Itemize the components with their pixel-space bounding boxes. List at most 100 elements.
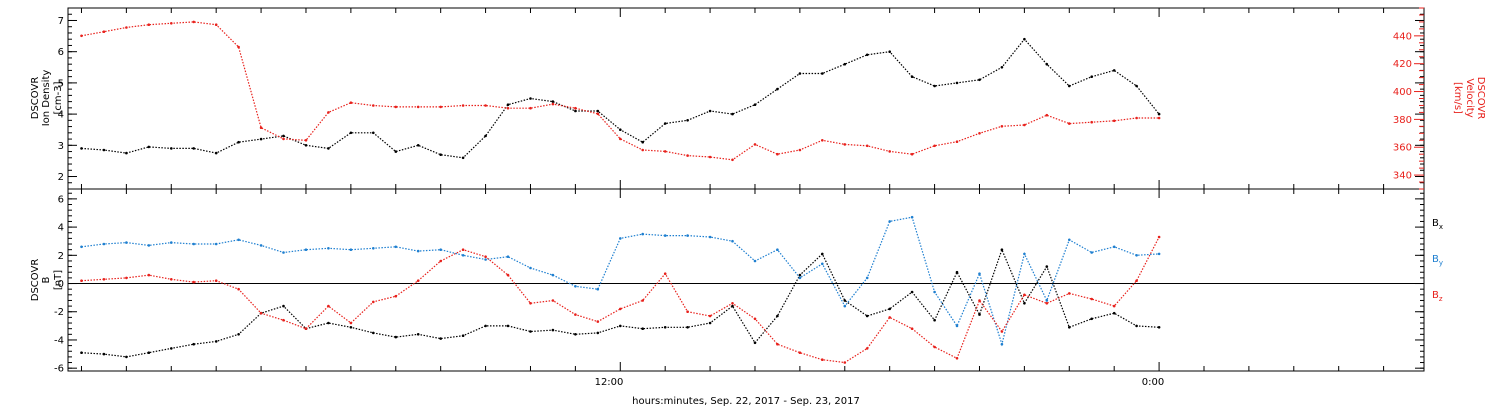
data-point (619, 324, 622, 328)
data-point (910, 215, 914, 219)
data-point (843, 143, 847, 146)
data-point (978, 299, 981, 302)
data-point (910, 152, 914, 156)
data-point (1000, 125, 1004, 128)
y-tick-label: -4 (54, 335, 64, 346)
data-point (1157, 252, 1161, 256)
data-point (865, 53, 869, 57)
data-point (529, 302, 532, 305)
data-point (102, 352, 106, 356)
data-point (708, 314, 712, 318)
data-point (102, 242, 106, 246)
data-point (1045, 113, 1049, 117)
data-point (708, 235, 712, 239)
data-point (551, 102, 555, 106)
data-point (1068, 292, 1071, 295)
data-point (686, 234, 689, 237)
data-point (596, 287, 600, 291)
data-point (192, 342, 195, 346)
data-point (439, 259, 443, 263)
data-point (798, 72, 802, 75)
data-point (484, 324, 487, 328)
data-point (933, 318, 936, 322)
data-point (484, 255, 487, 258)
data-point (955, 324, 959, 328)
density-ylabel-line2: Ion Density (41, 70, 52, 127)
legend-bx: Bx (1432, 218, 1443, 231)
data-point (102, 278, 106, 281)
data-point (910, 75, 914, 78)
data-point (1068, 238, 1071, 242)
data-point (731, 239, 734, 243)
legend-by: By (1432, 254, 1443, 267)
data-point (1068, 122, 1071, 125)
data-point (1135, 279, 1138, 283)
data-point (551, 100, 555, 103)
data-point (1157, 326, 1161, 329)
data-point (686, 119, 689, 122)
data-point (439, 105, 443, 109)
data-point (439, 153, 443, 156)
data-point (125, 276, 128, 280)
y-tick-label: 3 (58, 141, 64, 152)
data-point (776, 152, 779, 156)
data-point (1135, 84, 1138, 88)
right-y-tick-label: 360 (1393, 143, 1412, 154)
data-point (416, 333, 420, 336)
data-point (551, 273, 555, 277)
data-point (170, 147, 173, 150)
data-point (686, 154, 689, 157)
data-point (686, 326, 689, 329)
data-point (327, 111, 330, 114)
data-point (865, 144, 869, 148)
data-point (147, 145, 151, 149)
data-point (1090, 251, 1093, 254)
data-point (1068, 84, 1071, 88)
data-point (416, 249, 420, 253)
data-point (641, 327, 644, 331)
data-point (776, 248, 779, 251)
data-point (619, 307, 622, 311)
y-tick-label: 6 (58, 194, 64, 205)
data-point (80, 245, 83, 249)
data-point (596, 320, 600, 323)
data-point (259, 126, 263, 129)
data-point (214, 23, 218, 27)
data-point (1023, 37, 1026, 41)
data-point (551, 328, 555, 332)
data-point (1135, 254, 1138, 257)
data-point (439, 337, 443, 340)
data-point (1045, 302, 1049, 305)
y-tick-label: -6 (54, 364, 64, 375)
velocity-ylabel-line3: [km/s] (1452, 82, 1463, 114)
data-point (327, 304, 330, 308)
data-point (843, 299, 847, 302)
data-point (214, 242, 218, 246)
density-ylabel-line1: DSCOVR (30, 77, 41, 120)
data-point (821, 262, 824, 266)
data-point (843, 304, 847, 308)
data-point (304, 248, 308, 251)
data-point (708, 321, 712, 325)
data-point (259, 311, 263, 315)
data-point (80, 351, 83, 355)
data-point (80, 147, 83, 150)
data-point (1157, 235, 1161, 239)
right-y-tick-label: 380 (1393, 115, 1412, 126)
data-point (663, 150, 667, 153)
data-point (798, 276, 802, 280)
legend-bz: Bz (1432, 290, 1443, 303)
data-point (1157, 116, 1161, 120)
data-point (394, 150, 398, 153)
data-point (865, 276, 869, 280)
data-point (731, 304, 734, 308)
xaxis-title: hours:minutes, Sep. 22, 2017 - Sep. 23, … (632, 396, 860, 407)
data-point (484, 104, 487, 107)
data-point (776, 314, 779, 318)
data-point (1157, 112, 1161, 116)
data-point (933, 84, 936, 88)
data-point (978, 313, 981, 316)
series-line (81, 248, 1160, 358)
data-point (1045, 62, 1049, 66)
